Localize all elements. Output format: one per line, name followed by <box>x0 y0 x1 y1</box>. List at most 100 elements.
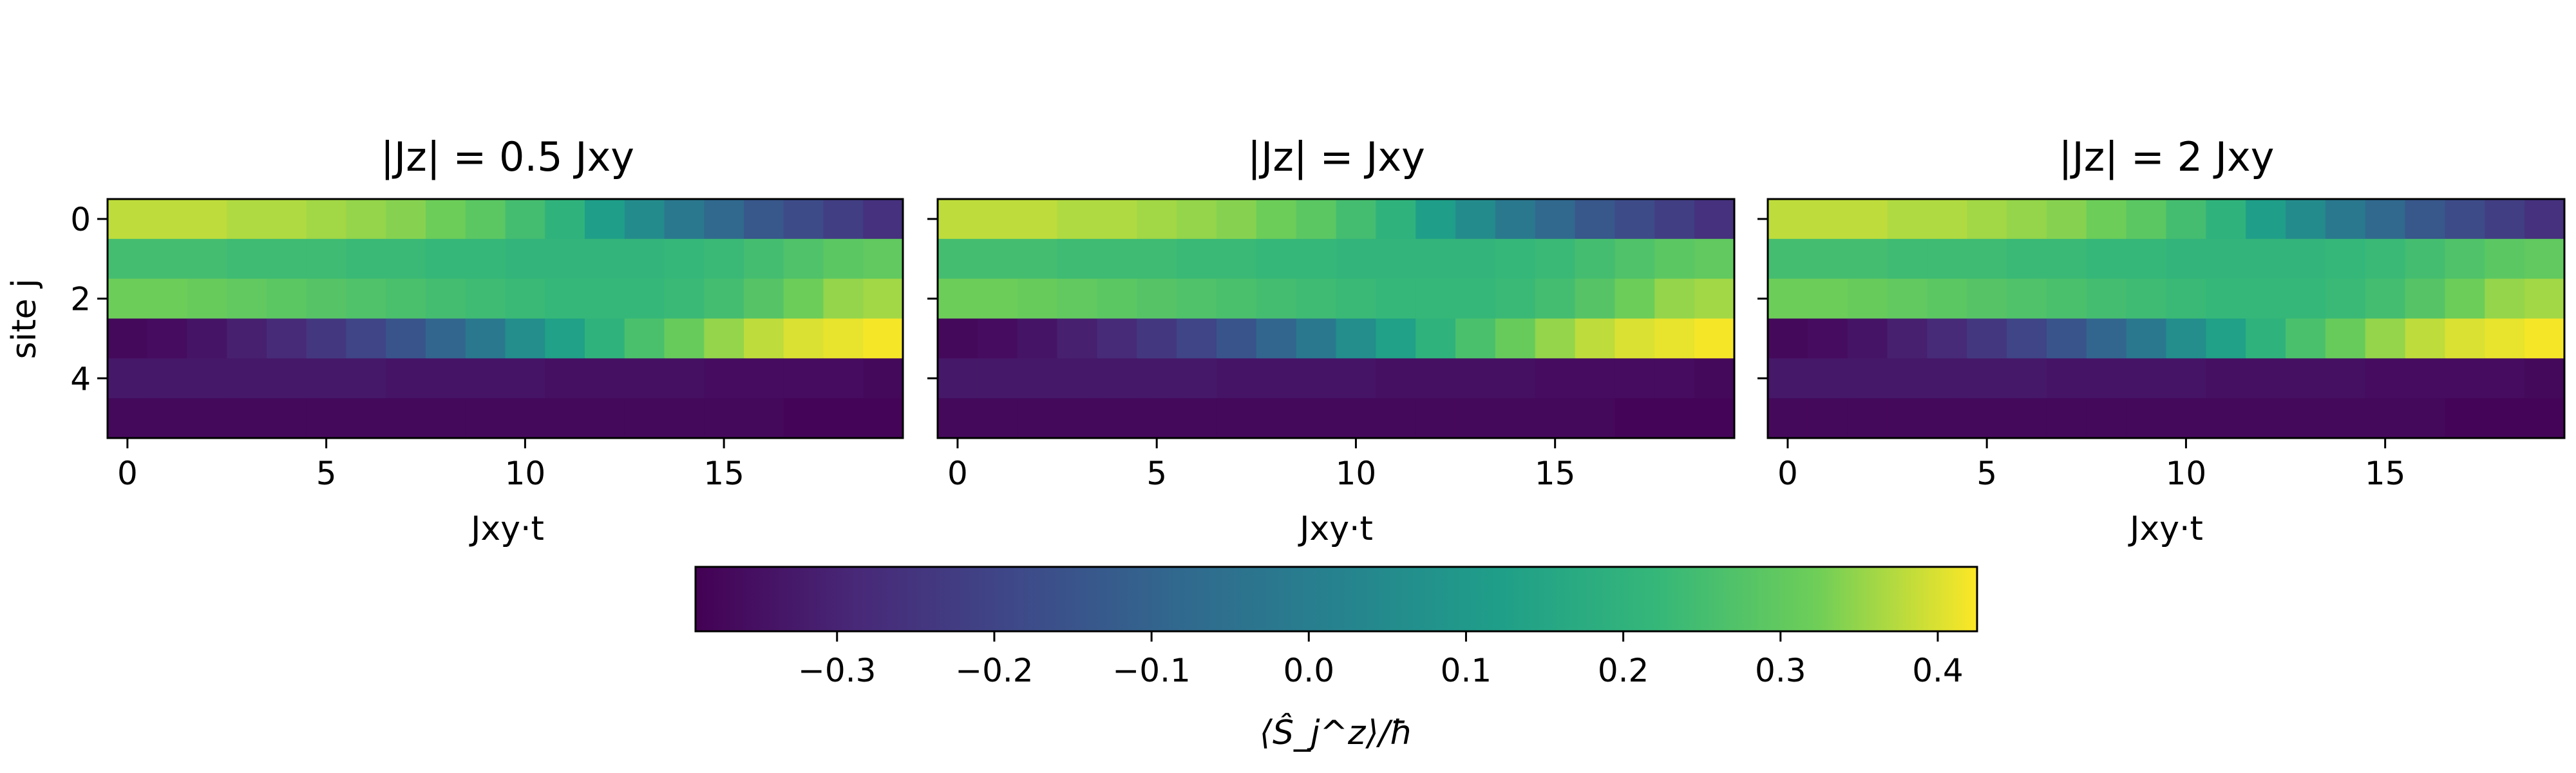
heatmap-cell-1-0-15 <box>1535 199 1576 240</box>
heatmap-cell-0-4-9 <box>465 358 506 399</box>
y-ticks-1 <box>927 218 938 379</box>
heatmap-cell-0-5-6 <box>346 398 386 439</box>
heatmap-cell-2-5-5 <box>1967 398 2007 439</box>
heatmap-cell-2-0-15 <box>2365 199 2406 240</box>
heatmap-cell-1-4-1 <box>977 358 1018 399</box>
heatmap-cell-0-1-15 <box>704 238 744 280</box>
heatmap-cell-2-0-17 <box>2445 199 2485 240</box>
heatmap-cell-1-2-12 <box>1416 278 1456 320</box>
heatmap-cell-0-2-11 <box>545 278 585 320</box>
heatmap-cell-0-0-7 <box>386 199 426 240</box>
colorbar-label: ⟨Ŝ_j^z⟩/ħ <box>1260 712 1414 752</box>
heatmap-cell-2-2-19 <box>2524 278 2565 320</box>
heatmap-cell-2-1-2 <box>1847 238 1888 280</box>
heatmap-cell-2-4-12 <box>2246 358 2286 399</box>
heatmap-cell-0-3-4 <box>267 318 307 359</box>
heatmap-cell-0-4-2 <box>187 358 227 399</box>
panel-title-0: |Jz| = 0.5 Jxy <box>381 133 634 181</box>
heatmap-cell-2-0-12 <box>2246 199 2286 240</box>
heatmap-cell-0-0-18 <box>823 199 864 240</box>
heatmap-cell-1-0-1 <box>977 199 1018 240</box>
y-tick-label-0-1: 2 <box>70 281 91 318</box>
colorbar-tick-label-0: −0.3 <box>798 652 876 689</box>
heatmap-cell-1-5-0 <box>938 398 978 439</box>
heatmap-cell-0-2-13 <box>624 278 665 320</box>
heatmap-cell-0-1-10 <box>505 238 545 280</box>
heatmap-cell-2-1-19 <box>2524 238 2565 280</box>
heatmap-cell-2-0-11 <box>2206 199 2246 240</box>
heatmap-cell-2-5-13 <box>2286 398 2326 439</box>
heatmap-cell-0-4-12 <box>585 358 625 399</box>
heatmap-cell-1-1-18 <box>1654 238 1695 280</box>
heatmap-cell-2-2-6 <box>2007 278 2047 320</box>
heatmap-cell-2-3-6 <box>2007 318 2047 359</box>
colorbar-tick-label-5: 0.2 <box>1598 652 1649 689</box>
heatmap-cell-1-0-17 <box>1615 199 1655 240</box>
heatmap-cell-2-0-9 <box>2126 199 2167 240</box>
x-ticks-1: 0 5 10 15 <box>947 438 1575 492</box>
heatmap-cell-2-3-13 <box>2286 318 2326 359</box>
heatmap-cell-1-4-9 <box>1296 358 1337 399</box>
heatmap-cell-1-0-7 <box>1216 199 1257 240</box>
heatmap-cell-2-3-10 <box>2166 318 2206 359</box>
heatmap-cell-0-1-7 <box>386 238 426 280</box>
heatmap-cell-0-2-12 <box>585 278 625 320</box>
heatmap-cell-2-0-4 <box>1927 199 1967 240</box>
heatmap-cell-2-2-10 <box>2166 278 2206 320</box>
heatmap-cell-2-4-16 <box>2405 358 2446 399</box>
x-axis-label-0: Jxy·t <box>469 510 544 548</box>
heatmap-cell-0-5-7 <box>386 398 426 439</box>
heatmap-cell-1-2-14 <box>1495 278 1536 320</box>
heatmap-cell-1-5-19 <box>1694 398 1735 439</box>
heatmap-cell-2-0-10 <box>2166 199 2206 240</box>
heatmap-cell-1-3-17 <box>1615 318 1655 359</box>
heatmap-cell-1-1-1 <box>977 238 1018 280</box>
heatmap-cell-2-0-18 <box>2485 199 2525 240</box>
heatmap-cell-0-1-6 <box>346 238 386 280</box>
heatmap-cell-0-1-3 <box>227 238 267 280</box>
heatmap-cell-0-3-15 <box>704 318 744 359</box>
heatmap-cell-1-1-10 <box>1336 238 1376 280</box>
heatmap-cell-2-2-4 <box>1927 278 1967 320</box>
heatmap-cell-1-5-4 <box>1097 398 1137 439</box>
heatmap-cell-2-4-11 <box>2206 358 2246 399</box>
heatmap-cell-2-5-7 <box>2046 398 2087 439</box>
heatmap-cell-1-5-12 <box>1416 398 1456 439</box>
heatmap-cell-0-2-17 <box>783 278 824 320</box>
heatmap-cell-0-5-10 <box>505 398 545 439</box>
heatmap-cell-2-3-16 <box>2405 318 2446 359</box>
heatmap-cell-2-5-10 <box>2166 398 2206 439</box>
heatmap-cell-2-4-5 <box>1967 358 2007 399</box>
heatmap-panel-0: |Jz| = 0.5 Jxy 0 5 10 15 0 2 4 Jxy·t <box>70 133 904 548</box>
heatmap-cell-2-3-1 <box>1807 318 1848 359</box>
heatmap-cell-2-1-6 <box>2007 238 2047 280</box>
heatmap-cell-0-4-6 <box>346 358 386 399</box>
heatmap-cell-2-4-7 <box>2046 358 2087 399</box>
heatmap-cell-1-0-19 <box>1694 199 1735 240</box>
heatmap-cell-0-1-1 <box>147 238 188 280</box>
heatmap-cell-1-2-11 <box>1376 278 1416 320</box>
heatmap-cell-0-5-12 <box>585 398 625 439</box>
heatmap-cell-1-0-18 <box>1654 199 1695 240</box>
heatmap-cell-0-5-11 <box>545 398 585 439</box>
heatmap-cell-1-4-3 <box>1057 358 1097 399</box>
heatmap-cell-0-0-16 <box>744 199 784 240</box>
plot-frame-1 <box>936 198 1736 439</box>
heatmap-cell-0-3-13 <box>624 318 665 359</box>
heatmap-panel-1: |Jz| = Jxy 0 5 10 15 Jxy·t <box>927 133 1736 548</box>
heatmap-cell-1-2-8 <box>1256 278 1297 320</box>
heatmap-cell-0-4-19 <box>863 358 904 399</box>
heatmap-cell-0-2-0 <box>108 278 148 320</box>
heatmap-cell-2-0-13 <box>2286 199 2326 240</box>
heatmap-cell-2-0-7 <box>2046 199 2087 240</box>
heatmap-cell-1-1-13 <box>1455 238 1496 280</box>
heatmap-cell-1-0-16 <box>1575 199 1616 240</box>
heatmap-cell-1-1-5 <box>1137 238 1177 280</box>
colorbar: −0.3 −0.2 −0.1 0.0 0.1 0.2 0.3 0.4 ⟨Ŝ_j^z⟩/ħ <box>694 566 1978 752</box>
heatmap-cell-2-0-2 <box>1847 199 1888 240</box>
heatmap-cell-2-3-19 <box>2524 318 2565 359</box>
heatmap-cell-0-4-4 <box>267 358 307 399</box>
heatmap-cell-2-2-2 <box>1847 278 1888 320</box>
heatmap-cell-1-1-7 <box>1216 238 1257 280</box>
heatmap-cell-2-5-6 <box>2007 398 2047 439</box>
